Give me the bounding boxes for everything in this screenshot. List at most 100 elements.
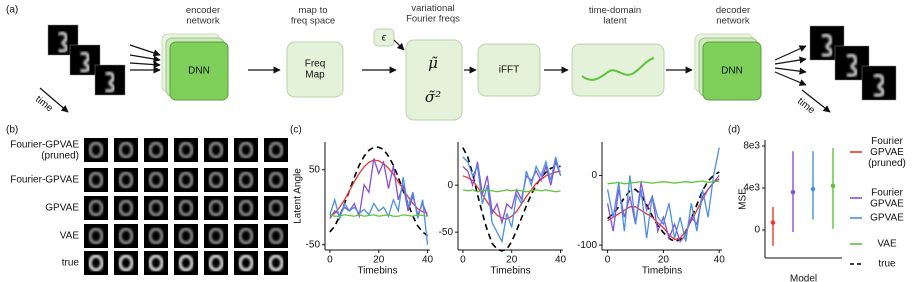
- text-line: GPVAE: [870, 198, 904, 209]
- arrow: [774, 67, 807, 75]
- layer: [169, 41, 229, 101]
- arrow: [129, 54, 161, 63]
- box-label: DNN: [721, 66, 743, 77]
- row-label: VAE: [60, 231, 80, 242]
- mean: μ̃: [428, 54, 438, 72]
- sample-blob: [148, 199, 164, 217]
- mean-point: [830, 183, 836, 189]
- series-line: [329, 177, 429, 245]
- caption: decoder network: [716, 5, 750, 26]
- text-line: Fourier-GPVAE: [10, 139, 79, 150]
- sample-blob: [208, 254, 224, 272]
- caption: variational Fourier freqs: [406, 3, 460, 24]
- text-line: (pruned): [868, 158, 906, 169]
- sample-blob: [118, 227, 134, 245]
- text-line: map to: [298, 5, 327, 16]
- x-tick-label: 0: [605, 255, 611, 266]
- arrow: [129, 44, 161, 57]
- series-line: [607, 180, 720, 185]
- sample-blob: [268, 227, 284, 245]
- sample-blob: [148, 141, 164, 159]
- x-tick-label: 40: [714, 255, 726, 266]
- text-line: encoder: [186, 5, 220, 16]
- box: [286, 41, 344, 98]
- sample-blob: [208, 141, 224, 159]
- arrow: [393, 39, 405, 51]
- series-line: [329, 158, 429, 219]
- series-line: [462, 159, 562, 226]
- sample-blob: [238, 227, 254, 245]
- digit-stroke: [846, 53, 858, 77]
- mean-point: [790, 189, 796, 195]
- y-axis-label: MSE: [738, 188, 749, 210]
- digit-stroke: [58, 31, 69, 53]
- y-tick-label: -50: [306, 239, 321, 250]
- panel-label: (a): [6, 5, 18, 16]
- arrow: [129, 60, 161, 69]
- box-label: DNN: [188, 66, 210, 77]
- sample-blob: [118, 199, 134, 217]
- caption: time-domain latent: [589, 5, 641, 26]
- x-axis-label: Timebins: [357, 266, 397, 277]
- legend-entry: VAE: [877, 239, 897, 250]
- series-line: [462, 147, 561, 252]
- text-line: decoder: [716, 5, 750, 16]
- box: [571, 43, 665, 97]
- sample-blob: [238, 199, 254, 217]
- sample-blob: [268, 171, 284, 189]
- legend-entry: true: [878, 259, 896, 270]
- caption: map to freq space: [291, 5, 335, 26]
- sample-blob: [178, 254, 194, 272]
- y-tick-label: 8e3: [743, 141, 760, 152]
- legend-entry: Fourier GPVAE (pruned): [868, 136, 906, 169]
- epsilon-box: [373, 28, 395, 47]
- x-axis-label: Timebins: [642, 266, 682, 277]
- panel-label: (b): [6, 125, 18, 136]
- box-label: iFFT: [499, 65, 520, 76]
- sample-blob: [118, 171, 134, 189]
- mean-point: [810, 186, 816, 192]
- sample-blob: [208, 199, 224, 217]
- sample-blob: [238, 171, 254, 189]
- box: [477, 43, 541, 97]
- sample-blob: [88, 254, 104, 272]
- x-tick-label: 0: [460, 255, 466, 266]
- sample-blob: [88, 171, 104, 189]
- layer: [702, 41, 762, 101]
- sample-blob: [148, 171, 164, 189]
- sample-blob: [268, 254, 284, 272]
- time-arrow: [801, 89, 831, 113]
- text-line: Fourier freqs: [406, 13, 460, 24]
- digit-stroke: [105, 71, 116, 93]
- sample-blob: [238, 254, 254, 272]
- text-line: freq space: [291, 15, 335, 26]
- digit-stroke: [80, 51, 91, 73]
- latent-sketch: [581, 57, 655, 81]
- text-line: (pruned): [41, 150, 79, 161]
- text-line: variational: [411, 3, 454, 14]
- sample-blob: [178, 171, 194, 189]
- epsilon: ϵ: [382, 33, 387, 44]
- y-tick-label: 4e3: [743, 183, 760, 194]
- text-line: latent: [603, 15, 627, 26]
- arrow: [774, 56, 807, 65]
- x-tick-label: 40: [555, 255, 567, 266]
- legend-entry: GPVAE: [870, 213, 904, 224]
- row-label: Fourier-GPVAE: [10, 175, 79, 186]
- x-tick-label: 20: [373, 255, 385, 266]
- y-tick-label: 0: [591, 170, 597, 181]
- series-line: [329, 214, 428, 217]
- time-label: time: [33, 94, 55, 115]
- y-tick-label: 0: [754, 225, 760, 236]
- series-line: [606, 147, 720, 242]
- sample-blob: [178, 199, 194, 217]
- sample-blob: [238, 141, 254, 159]
- time-arrow: [39, 87, 69, 113]
- arrow: [774, 71, 807, 86]
- y-tick-label: -50: [439, 227, 454, 238]
- y-tick-label: 50: [309, 164, 321, 175]
- text-line: network: [186, 15, 220, 26]
- y-axis-label: Latent Angle: [293, 168, 304, 224]
- sample-blob: [88, 199, 104, 217]
